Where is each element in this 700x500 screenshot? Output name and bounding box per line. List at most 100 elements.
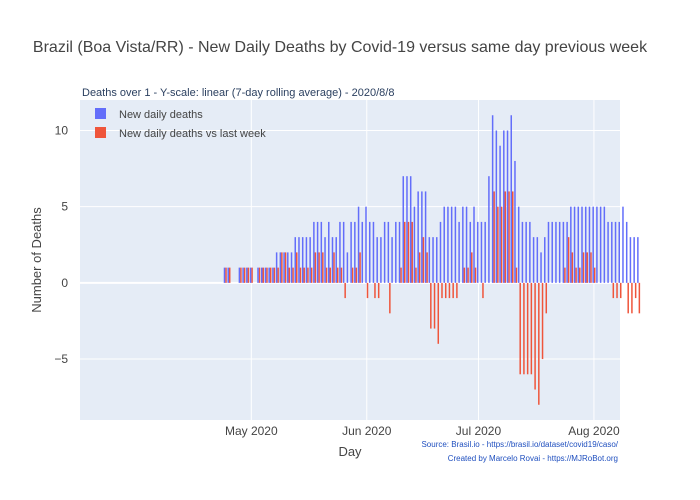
bar-vs-last-week [463,267,466,283]
bar-new-daily-deaths [432,237,434,283]
bar-new-daily-deaths [465,206,468,283]
series-new-daily-deaths [223,115,639,283]
bar-vs-last-week [374,282,376,299]
bar-vs-last-week [258,267,261,283]
bar-new-daily-deaths [413,206,416,283]
bar-vs-last-week [351,267,354,283]
bar-vs-last-week [627,282,629,314]
bar-vs-last-week [377,282,380,299]
axis-ticks: −5 0 5 10 May 2020 Jun 2020 Jul 2020 Aug 2020 [54,123,620,438]
bar-vs-last-week [243,267,246,283]
bar-new-daily-deaths [320,221,323,283]
bar-new-daily-deaths [495,130,498,283]
bar-new-daily-deaths [499,145,501,283]
chart-subtitle: Deaths over 1 - Y-scale: linear (7-day r… [82,87,394,99]
bar-vs-last-week [251,267,253,283]
bar-vs-last-week [512,191,514,283]
bar-new-daily-deaths [450,206,453,283]
chart-title: Brazil (Boa Vista/RR) - New Daily Deaths… [33,39,648,56]
bar-new-daily-deaths [357,206,360,283]
bar-vs-last-week [575,267,577,283]
bar-vs-last-week [508,191,510,283]
bar-new-daily-deaths [354,221,356,283]
bar-vs-last-week [441,282,443,299]
bar-new-daily-deaths [287,252,289,283]
bar-new-daily-deaths [383,221,386,283]
bar-new-daily-deaths [406,176,408,283]
bar-new-daily-deaths [339,221,341,283]
bar-vs-last-week [411,221,413,283]
bar-vs-last-week [426,252,428,283]
y-tick-label: 5 [61,200,68,214]
bar-vs-last-week [482,282,484,299]
legend-swatch-new-daily-deaths[interactable] [95,108,106,119]
bar-new-daily-deaths [529,221,531,283]
bar-vs-last-week [564,267,566,283]
bar-new-daily-deaths [503,130,505,283]
bar-vs-last-week [296,252,298,283]
bar-vs-last-week [582,252,585,283]
bar-new-daily-deaths [380,237,382,283]
bar-new-daily-deaths [223,267,226,283]
bar-vs-last-week [228,267,231,283]
bar-vs-last-week [422,237,425,283]
bar-vs-last-week [404,221,406,283]
legend-swatch-vs-last-week[interactable] [95,127,106,138]
legend[interactable]: New daily deaths New daily deaths vs las… [95,108,266,140]
bar-vs-last-week [307,267,309,283]
bar-vs-last-week [452,282,454,299]
bar-vs-last-week [471,252,473,283]
bar-vs-last-week [612,282,615,299]
bar-vs-last-week [329,267,332,283]
bar-new-daily-deaths [488,176,490,283]
bar-new-daily-deaths [577,206,580,283]
bar-vs-last-week [493,191,495,283]
bar-new-daily-deaths [421,191,423,283]
bar-vs-last-week [318,252,320,283]
bar-vs-last-week [631,282,633,314]
bar-new-daily-deaths [294,237,296,283]
bar-new-daily-deaths [264,267,267,283]
bar-vs-last-week [299,267,302,283]
bar-new-daily-deaths [290,252,293,283]
y-tick-label: 10 [55,123,69,137]
bar-new-daily-deaths [275,252,278,283]
bar-vs-last-week [310,267,313,283]
bar-new-daily-deaths [551,221,553,283]
bar-new-daily-deaths [376,237,378,283]
bar-vs-last-week [515,267,518,283]
bar-new-daily-deaths [592,206,594,283]
bar-new-daily-deaths [316,221,319,283]
bar-vs-last-week [526,282,529,375]
bar-vs-last-week [284,252,287,283]
bar-new-daily-deaths [387,221,390,283]
bar-vs-last-week [303,267,305,283]
bar-vs-last-week [430,282,432,329]
bar-new-daily-deaths [328,221,330,283]
bar-new-daily-deaths [335,237,337,283]
bar-new-daily-deaths [428,237,431,283]
bar-new-daily-deaths [566,221,568,283]
bar-new-daily-deaths [365,206,367,283]
bar-new-daily-deaths [584,206,587,283]
bar-new-daily-deaths [268,267,270,283]
bar-vs-last-week [240,267,242,283]
bar-new-daily-deaths [562,221,565,283]
bar-new-daily-deaths [305,237,308,283]
bar-vs-last-week [415,267,417,283]
bar-vs-last-week [474,267,477,283]
bar-vs-last-week [541,282,544,360]
x-tick-label: Jun 2020 [342,424,392,438]
bar-new-daily-deaths [402,176,404,283]
legend-label-new-daily-deaths[interactable]: New daily deaths [119,109,203,121]
bar-vs-last-week [456,282,458,299]
bar-vs-last-week [269,267,272,283]
legend-label-vs-last-week[interactable]: New daily deaths vs last week [119,128,266,140]
bar-vs-last-week [593,267,596,283]
bar-vs-last-week [616,282,618,299]
bar-new-daily-deaths [599,206,602,283]
bar-new-daily-deaths [540,252,542,283]
bar-new-daily-deaths [629,237,632,283]
bar-new-daily-deaths [331,237,334,283]
